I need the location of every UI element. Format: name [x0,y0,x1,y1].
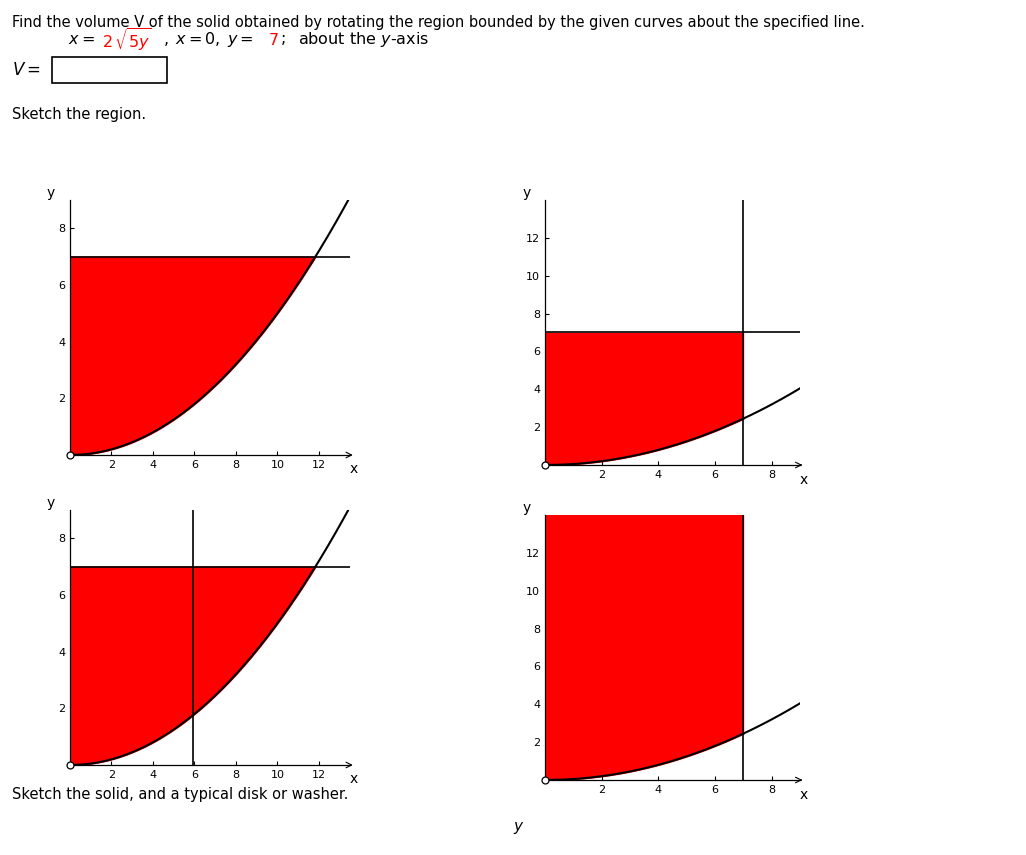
Text: about the $y$-axis: about the $y$-axis [298,31,429,50]
Text: Find the volume V of the solid obtained by rotating the region bounded by the gi: Find the volume V of the solid obtained … [12,15,865,30]
Text: $;$: $;$ [280,32,285,48]
Text: $,\;x = 0,\;y = $: $,\;x = 0,\;y = $ [163,31,253,50]
Text: Sketch the region.: Sketch the region. [12,107,146,122]
Text: y: y [46,186,54,200]
Text: Sketch the solid, and a typical disk or washer.: Sketch the solid, and a typical disk or … [12,787,349,802]
Text: y: y [523,501,531,515]
Text: x: x [800,787,808,802]
Text: y: y [46,496,54,510]
Text: y: y [523,186,531,200]
Text: $2\,\sqrt{5y}$: $2\,\sqrt{5y}$ [102,27,152,54]
Text: x: x [350,462,358,476]
Text: $x = $: $x = $ [68,32,94,48]
Text: $V =$: $V =$ [12,61,41,79]
Text: $y$: $y$ [513,820,524,836]
Text: x: x [350,772,358,786]
Text: x: x [800,473,808,486]
Text: $7$: $7$ [268,32,279,48]
Bar [52,57,167,83]
